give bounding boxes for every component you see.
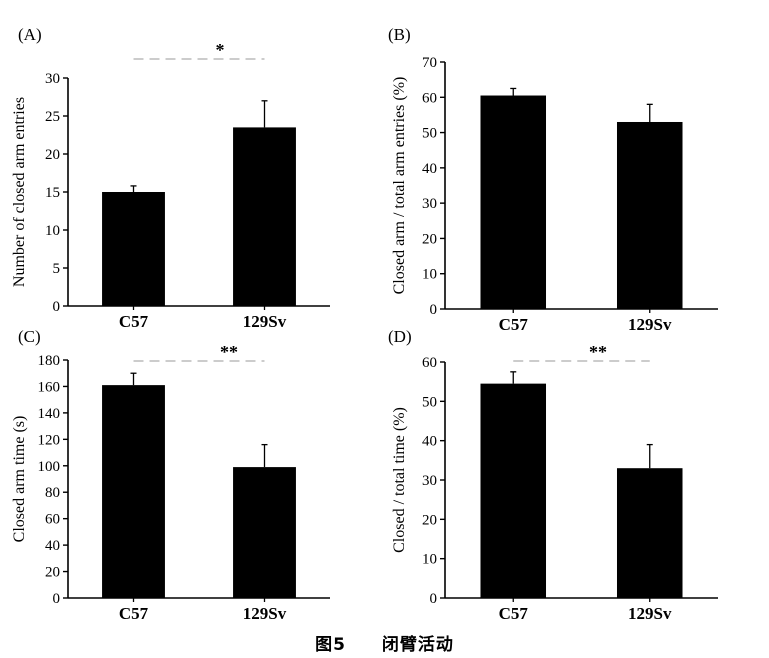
figure-number: 图5 bbox=[315, 635, 346, 655]
chart2-ytick-label-4: 40 bbox=[422, 161, 437, 177]
figure-title: 闭臂活动 bbox=[381, 635, 454, 655]
chart4-ytick-label-6: 60 bbox=[422, 355, 437, 371]
chart1-y-axis-title: Number of closed arm entries bbox=[11, 97, 28, 287]
chart2-xtick-label-0: C57 bbox=[499, 315, 529, 334]
chart2-bar-129Sv bbox=[616, 121, 683, 309]
chart2-panel-label: (B) bbox=[388, 25, 411, 44]
chart3-ytick-label-6: 120 bbox=[38, 432, 61, 448]
chart4-xtick-label-1: 129Sv bbox=[628, 604, 672, 623]
chart1-xtick-label-1: 129Sv bbox=[243, 312, 287, 331]
chart1-significance-marker: * bbox=[216, 40, 225, 60]
chart4-significance-marker: ** bbox=[589, 342, 607, 362]
chart2-ytick-label-0: 0 bbox=[430, 302, 438, 318]
chart3-panel-label: (C) bbox=[18, 327, 41, 346]
chart1-ytick-label-0: 0 bbox=[53, 299, 61, 315]
figure-caption: 图5 闭臂活动 bbox=[0, 630, 769, 655]
chart3-xtick-label-1: 129Sv bbox=[243, 604, 287, 623]
chart3-ytick-label-4: 80 bbox=[45, 485, 60, 501]
chart4-bar-C57 bbox=[480, 383, 547, 598]
chart3-ytick-label-9: 180 bbox=[38, 353, 61, 369]
chart2-ytick-label-3: 30 bbox=[422, 196, 437, 212]
chart-canvas: (A) 0 5 10 15 20 25 30 Number of closed arm entr… bbox=[11, 25, 718, 623]
chart3-ytick-label-2: 40 bbox=[45, 538, 60, 554]
chart2-ytick-label-5: 50 bbox=[422, 126, 437, 142]
chart4-ytick-label-5: 50 bbox=[422, 394, 437, 410]
chart3-xtick-label-0: C57 bbox=[119, 604, 149, 623]
chart4-ytick-label-1: 10 bbox=[422, 552, 437, 568]
chart1-ytick-label-1: 5 bbox=[53, 261, 61, 277]
chart3-y-axis-title: Closed arm time (s) bbox=[11, 416, 28, 543]
chart1-ytick-label-3: 15 bbox=[45, 185, 60, 201]
chart3-ytick-label-0: 0 bbox=[53, 591, 61, 607]
chart1-ytick-label-4: 20 bbox=[45, 147, 60, 163]
chart2-xtick-label-1: 129Sv bbox=[628, 315, 672, 334]
chart4-xtick-label-0: C57 bbox=[499, 604, 529, 623]
chart4-ytick-label-0: 0 bbox=[430, 591, 438, 607]
chart1-panel-label: (A) bbox=[18, 25, 42, 44]
chart2-bar-C57 bbox=[480, 95, 547, 310]
chart3-significance-marker: ** bbox=[220, 342, 238, 362]
chart1-ytick-label-2: 10 bbox=[45, 223, 60, 239]
chart1-ytick-label-6: 30 bbox=[45, 71, 60, 87]
chart4-y-axis-title: Closed / total time (%) bbox=[391, 407, 408, 553]
chart3-ytick-label-3: 60 bbox=[45, 512, 60, 528]
chart1-bar-C57 bbox=[102, 192, 165, 306]
chart1-bar-129Sv bbox=[233, 127, 296, 307]
chart1-ytick-label-5: 25 bbox=[45, 109, 60, 125]
chart3-ytick-label-1: 20 bbox=[45, 565, 60, 581]
chart3-ytick-label-8: 160 bbox=[38, 379, 61, 395]
chart2-ytick-label-2: 20 bbox=[422, 231, 437, 247]
chart4-panel-label: (D) bbox=[388, 327, 412, 346]
chart3-bar-C57 bbox=[102, 385, 165, 598]
chart2-ytick-label-6: 60 bbox=[422, 90, 437, 106]
chart2-y-axis-title: Closed arm / total arm entries (%) bbox=[391, 77, 408, 295]
chart4-ytick-label-3: 30 bbox=[422, 473, 437, 489]
chart3-bar-129Sv bbox=[233, 467, 296, 598]
chart1-xtick-label-0: C57 bbox=[119, 312, 149, 331]
chart4-ytick-label-4: 40 bbox=[422, 434, 437, 450]
chart3-ytick-label-7: 140 bbox=[38, 406, 61, 422]
chart2-ytick-label-1: 10 bbox=[422, 267, 437, 283]
chart2-ytick-label-7: 70 bbox=[422, 55, 437, 71]
chart4-ytick-label-2: 20 bbox=[422, 512, 437, 528]
chart4-bar-129Sv bbox=[616, 468, 683, 598]
chart3-ytick-label-5: 100 bbox=[38, 459, 61, 475]
